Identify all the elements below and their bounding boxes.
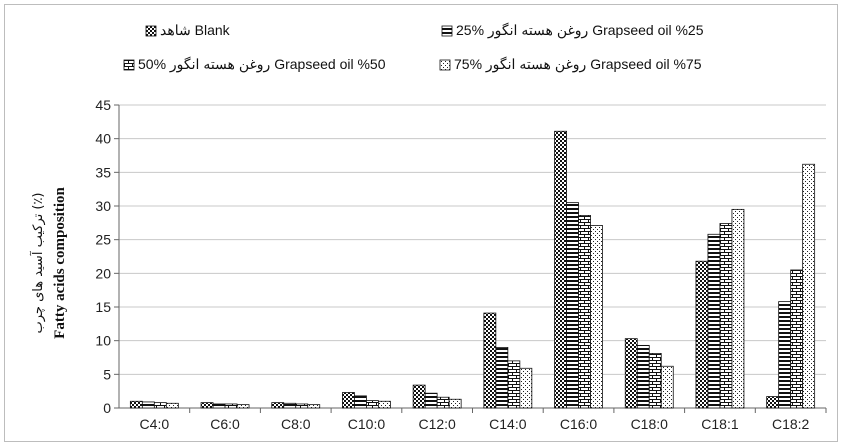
bar-C16-0-series-4 — [590, 225, 603, 409]
legend-item-series-4: 75% روغن هسته انگور Grapseed oil %75 — [439, 56, 702, 73]
bar-C10-0-series-1 — [342, 392, 355, 409]
y-tick-label: 25 — [95, 232, 111, 248]
x-tick-label: C4:0 — [140, 416, 170, 432]
y-tick-label: 10 — [95, 333, 111, 349]
y-tick-label: 15 — [95, 299, 111, 315]
y-tick-labels: 0 5 10 15 20 25 30 35 40 45 — [95, 97, 111, 416]
bar-C14-0-series-1 — [483, 312, 497, 409]
legend-item-series-1: شاهد Blank — [145, 22, 231, 38]
bar-C8-0-series-2 — [283, 402, 297, 409]
x-tick-label: C18:0 — [631, 416, 669, 432]
x-tick-label: C16:0 — [560, 416, 598, 432]
x-tick-label: C8:0 — [281, 416, 311, 432]
legend: شاهد Blank 25% روغن هسته انگور Grapseed o… — [123, 22, 704, 73]
bar-C12-0-series-3 — [436, 396, 450, 409]
y-axis-title: ترکیب آسید های چرب (٪) Fatty acids compo… — [29, 187, 68, 339]
x-tick-label: C10:0 — [348, 416, 386, 432]
bar-C10-0-series-2 — [354, 395, 367, 409]
bar-C4-0-series-3 — [153, 402, 167, 409]
bar-C16-0-series-1 — [554, 130, 567, 409]
legend-label: 75% روغن هسته انگور Grapseed oil %75 — [454, 56, 702, 73]
bar-C18-1-series-2 — [707, 233, 721, 409]
y-tick-label: 5 — [103, 366, 111, 382]
bar-C6-0-series-2 — [212, 403, 226, 409]
bar-C10-0-series-4 — [378, 400, 391, 409]
x-tick-label: C14:0 — [489, 416, 527, 432]
x-tick-label: C6:0 — [210, 416, 240, 432]
bar-C8-0-series-4 — [307, 404, 321, 409]
bar-C18-0-series-4 — [660, 365, 674, 409]
bar-C18-1-series-4 — [731, 208, 745, 409]
bar-C18-0-series-3 — [648, 353, 662, 409]
y-tick-label: 20 — [95, 265, 111, 281]
bar-C14-0-series-3 — [507, 360, 521, 409]
bars — [129, 130, 816, 409]
x-tick-label: C18:1 — [701, 416, 739, 432]
legend-label: شاهد Blank — [160, 22, 231, 38]
y-tick-label: 40 — [95, 131, 111, 147]
bar-C6-0-series-4 — [236, 404, 250, 409]
bar-C10-0-series-3 — [366, 400, 379, 409]
bar-C14-0-series-4 — [519, 367, 533, 409]
x-tick-label: C12:0 — [418, 416, 456, 432]
bar-C14-0-series-2 — [495, 346, 509, 409]
legend-swatch — [441, 25, 453, 37]
bar-C8-0-series-1 — [271, 402, 285, 409]
y-axis-title-persian: ترکیب آسید های چرب (٪) — [29, 192, 46, 333]
bar-C12-0-series-2 — [424, 392, 438, 409]
bar-C6-0-series-3 — [224, 403, 238, 409]
bar-C8-0-series-3 — [295, 403, 309, 409]
x-tick-labels: C4:0 C6:0 C8:0 C10:0 C12:0 C14:0 C16:0 C18:0 C18… — [140, 416, 810, 432]
bar-C18-2-series-4 — [802, 163, 816, 409]
y-tick-label: 45 — [95, 97, 111, 113]
bar-C18-2-series-2 — [778, 301, 792, 409]
legend-swatch — [439, 59, 451, 71]
legend-label: 25% روغن هسته انگور Grapseed oil %25 — [456, 22, 704, 39]
bar-C18-2-series-3 — [790, 269, 804, 409]
y-tick-label: 30 — [95, 198, 111, 214]
legend-item-series-2: 25% روغن هسته انگور Grapseed oil %25 — [441, 22, 704, 39]
bar-C4-0-series-1 — [129, 400, 143, 409]
bar-C12-0-series-4 — [448, 398, 462, 409]
bar-C12-0-series-1 — [412, 384, 426, 409]
bar-C18-2-series-1 — [766, 396, 780, 409]
x-tick-label: C18:2 — [772, 416, 810, 432]
legend-label: 50% روغن هسته انگور Grapseed oil %50 — [138, 56, 386, 73]
bar-C18-0-series-2 — [636, 344, 650, 409]
y-tick-label: 35 — [95, 164, 111, 180]
bar-C6-0-series-1 — [200, 402, 214, 409]
y-axis-title-english: Fatty acids composition — [52, 187, 68, 339]
bar-C18-0-series-1 — [624, 338, 638, 409]
bar-C16-0-series-3 — [578, 215, 591, 409]
legend-swatch — [123, 59, 135, 71]
bar-C4-0-series-2 — [141, 401, 155, 409]
bar-C18-1-series-1 — [695, 260, 709, 409]
bar-C16-0-series-2 — [566, 202, 579, 409]
y-tick-label: 0 — [103, 400, 111, 416]
bar-C4-0-series-4 — [165, 402, 179, 409]
legend-item-series-3: 50% روغن هسته انگور Grapseed oil %50 — [123, 56, 386, 73]
legend-swatch — [145, 25, 157, 37]
bar-C18-1-series-3 — [719, 223, 733, 409]
